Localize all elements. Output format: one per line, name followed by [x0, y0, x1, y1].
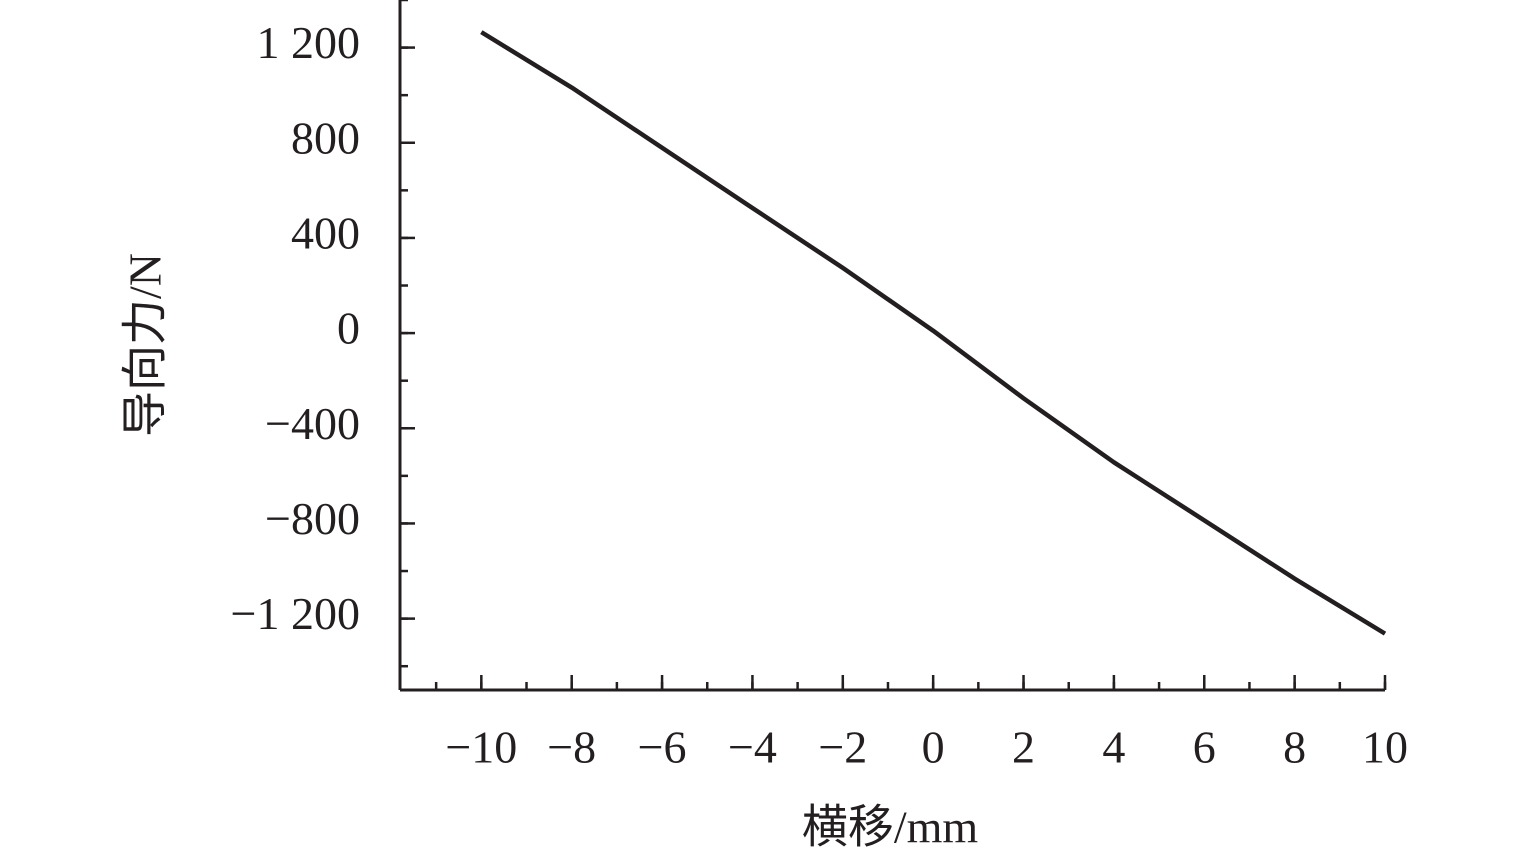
- y-tick-label: 400: [291, 207, 360, 258]
- y-tick-label: 1 200: [257, 17, 361, 68]
- x-tick-label: −10: [445, 722, 517, 773]
- x-tick-label: 6: [1193, 722, 1216, 773]
- x-tick-label: 4: [1102, 722, 1125, 773]
- line-series: [480, 30, 1387, 636]
- x-axis-label: 横移/mm: [802, 802, 979, 853]
- x-tick-label: −2: [818, 722, 867, 773]
- x-tick-label: 2: [1012, 722, 1035, 773]
- x-tick-label: −8: [547, 722, 596, 773]
- x-tick-label: 0: [922, 722, 945, 773]
- y-axis-label: 导向力/N: [120, 253, 171, 437]
- y-tick-label: −1 200: [231, 588, 360, 639]
- y-tick-label: −400: [265, 398, 360, 449]
- x-tick-label: 10: [1362, 722, 1408, 773]
- x-tick-label: −6: [638, 722, 687, 773]
- x-tick-label: −4: [728, 722, 777, 773]
- y-tick-label: 0: [337, 303, 360, 354]
- x-tick-label: 8: [1283, 722, 1306, 773]
- y-tick-label: 800: [291, 112, 360, 163]
- y-tick-label: −800: [265, 493, 360, 544]
